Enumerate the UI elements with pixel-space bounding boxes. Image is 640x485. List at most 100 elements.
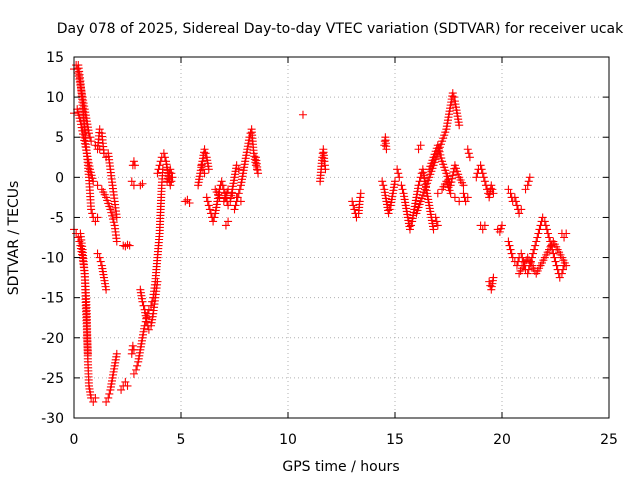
data-point <box>224 185 233 194</box>
data-point <box>515 209 524 218</box>
y-tick-label: -30 <box>41 411 64 427</box>
data-point <box>562 229 571 238</box>
data-point <box>87 205 96 214</box>
data-point <box>298 110 307 119</box>
data-point <box>91 393 100 402</box>
data-point <box>547 241 556 250</box>
data-point <box>201 149 210 158</box>
chart-title: Day 078 of 2025, Sidereal Day-to-day VTE… <box>57 21 624 37</box>
data-point <box>551 257 560 266</box>
data-point <box>144 325 153 334</box>
data-point <box>395 173 404 182</box>
data-point <box>352 213 361 222</box>
x-tick-label: 15 <box>386 432 404 448</box>
data-point <box>557 269 566 278</box>
data-point <box>125 241 134 250</box>
data-point <box>83 349 92 358</box>
data-point <box>414 181 423 190</box>
data-point <box>549 249 558 258</box>
data-point <box>511 197 520 206</box>
data-point <box>533 233 542 242</box>
data-point <box>504 237 513 246</box>
data-point <box>246 129 255 138</box>
data-point <box>530 245 539 254</box>
data-point <box>510 193 519 202</box>
data-point <box>524 177 533 186</box>
data-point <box>200 169 209 178</box>
data-point <box>405 225 414 234</box>
data-point <box>476 161 485 170</box>
data-point <box>407 221 416 230</box>
data-point <box>504 185 513 194</box>
data-point <box>198 165 207 174</box>
data-point <box>517 249 526 258</box>
data-point <box>348 197 357 206</box>
data-point <box>523 181 532 190</box>
data-point <box>91 217 100 226</box>
data-point <box>529 249 538 258</box>
data-point <box>233 193 242 202</box>
data-point <box>112 349 121 358</box>
data-point <box>477 165 486 174</box>
data-marks <box>70 61 571 406</box>
data-point <box>397 181 406 190</box>
data-point <box>531 241 540 250</box>
data-point <box>128 341 137 350</box>
data-point <box>433 221 442 230</box>
data-point <box>446 189 455 198</box>
data-point <box>168 173 177 182</box>
data-point <box>394 169 403 178</box>
data-point <box>218 181 227 190</box>
data-point <box>478 225 487 234</box>
data-point <box>521 185 530 194</box>
data-point <box>205 205 214 214</box>
data-point <box>505 241 514 250</box>
data-point <box>232 161 241 170</box>
data-point <box>138 179 147 188</box>
data-point <box>560 233 569 242</box>
data-point <box>550 253 559 262</box>
data-point <box>432 217 441 226</box>
data-point <box>96 257 105 266</box>
data-point <box>384 209 393 218</box>
data-point <box>488 185 497 194</box>
data-point <box>524 265 533 274</box>
data-point <box>433 189 442 198</box>
data-point <box>102 397 111 406</box>
data-point <box>487 181 496 190</box>
data-point <box>200 145 209 154</box>
data-point <box>204 201 213 210</box>
data-point <box>129 369 138 378</box>
data-point <box>154 165 163 174</box>
data-point <box>321 165 330 174</box>
data-point <box>555 273 564 282</box>
data-point <box>459 181 468 190</box>
data-point <box>160 153 169 162</box>
data-point <box>464 149 473 158</box>
data-point <box>127 177 136 186</box>
data-point <box>138 297 147 306</box>
y-tick-label: 0 <box>55 170 64 186</box>
data-point <box>489 273 498 282</box>
data-point <box>393 165 402 174</box>
x-tick-label: 10 <box>279 432 297 448</box>
data-point <box>463 145 472 154</box>
data-point <box>123 381 132 390</box>
data-point <box>523 269 532 278</box>
data-point <box>102 285 111 294</box>
data-point <box>558 265 567 274</box>
data-point <box>431 213 440 222</box>
data-point <box>429 225 438 234</box>
plot-frame <box>73 56 610 419</box>
y-tick-label: -10 <box>41 251 64 267</box>
data-point <box>197 161 206 170</box>
data-point <box>132 365 141 374</box>
data-point <box>163 177 172 186</box>
data-point <box>95 125 104 134</box>
data-point <box>455 121 464 130</box>
data-point <box>104 393 113 402</box>
x-tick-label: 20 <box>493 432 511 448</box>
data-point <box>545 233 554 242</box>
